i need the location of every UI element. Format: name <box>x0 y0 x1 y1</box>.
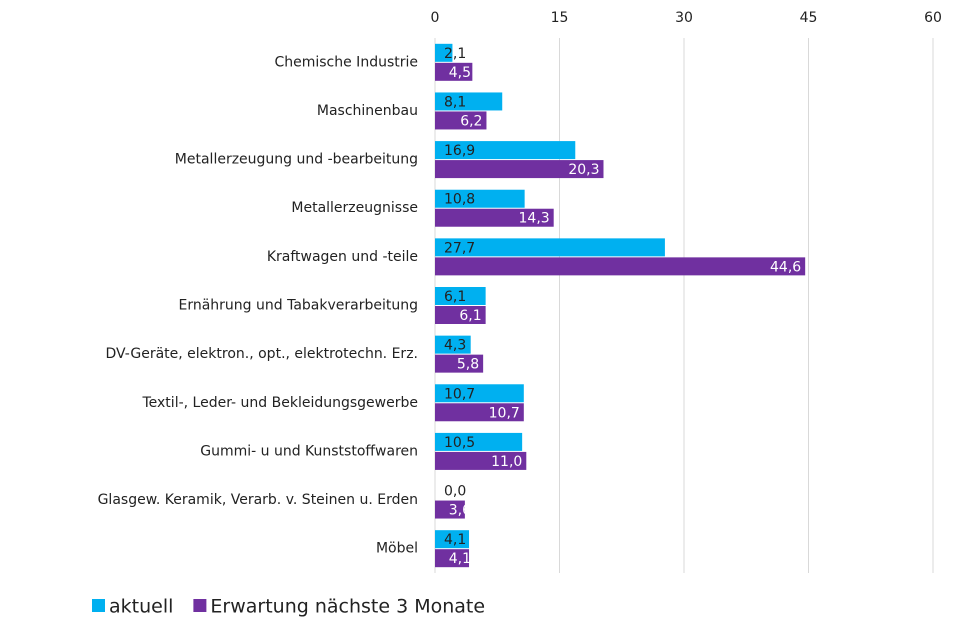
value-label: 20,3 <box>568 162 599 178</box>
value-label: 16,9 <box>444 143 475 159</box>
category-label: Textil-, Leder- und Bekleidungsgewerbe <box>141 395 418 411</box>
x-tick-label: 45 <box>800 10 818 26</box>
x-tick-label: 30 <box>675 10 693 26</box>
category-label: Gummi- u und Kunststoffwaren <box>200 443 418 459</box>
bar <box>435 354 484 373</box>
value-label: 27,7 <box>444 240 475 256</box>
bar <box>435 208 554 227</box>
value-label: 3,6 <box>449 503 471 519</box>
value-label: 4,3 <box>444 338 466 354</box>
value-label: 14,3 <box>519 211 550 227</box>
value-label: 10,7 <box>489 405 520 421</box>
bar <box>435 287 486 305</box>
bar <box>435 549 470 568</box>
x-tick-label: 15 <box>551 10 569 26</box>
value-label: 5,8 <box>457 357 479 373</box>
bar <box>435 92 503 111</box>
category-label: Metallerzeugnisse <box>291 200 418 216</box>
category-label: Möbel <box>376 541 418 557</box>
bar <box>435 451 527 470</box>
value-label: 4,1 <box>444 532 466 548</box>
bar <box>435 141 576 160</box>
bar <box>435 62 473 81</box>
bar <box>435 111 487 130</box>
category-label: Ernährung und Tabakverarbeitung <box>179 298 419 314</box>
category-label: Chemische Industrie <box>274 54 418 70</box>
value-label: 8,1 <box>444 94 466 110</box>
category-label: DV-Geräte, elektron., opt., elektrotechn… <box>106 346 418 362</box>
bar <box>435 335 471 354</box>
value-label: 10,5 <box>444 435 475 451</box>
category-label: Maschinenbau <box>317 103 418 119</box>
category-label: Metallerzeugung und -bearbeitung <box>175 152 418 168</box>
bar <box>435 403 524 422</box>
bar <box>435 432 523 451</box>
value-label: 44,6 <box>770 259 801 275</box>
value-label: 6,1 <box>444 289 466 305</box>
value-label: 10,7 <box>444 386 475 402</box>
bar <box>435 530 470 549</box>
value-label: 6,1 <box>459 308 481 324</box>
bar <box>435 160 604 179</box>
bar <box>435 257 806 276</box>
legend-swatch <box>193 599 207 612</box>
x-tick-label: 0 <box>431 10 440 26</box>
legend-swatch <box>92 599 105 612</box>
legend-label: aktuell <box>109 596 173 618</box>
bar <box>435 189 525 208</box>
x-tick-label: 60 <box>924 10 942 26</box>
bar <box>435 306 486 324</box>
value-label: 4,5 <box>449 65 471 81</box>
value-label: 0,0 <box>444 484 466 500</box>
bar <box>435 384 524 403</box>
value-label: 4,1 <box>449 551 471 567</box>
value-label: 6,2 <box>460 113 482 129</box>
bar <box>435 500 465 519</box>
value-label: 10,8 <box>444 192 475 208</box>
category-label: Kraftwagen und -teile <box>267 249 418 265</box>
legend-label: Erwartung nächste 3 Monate <box>210 596 485 618</box>
bar <box>435 238 665 257</box>
bar <box>435 43 453 62</box>
value-label: 11,0 <box>491 454 522 470</box>
category-label: Glasgew. Keramik, Verarb. v. Steinen u. … <box>98 492 418 508</box>
value-label: 2,1 <box>444 46 466 62</box>
